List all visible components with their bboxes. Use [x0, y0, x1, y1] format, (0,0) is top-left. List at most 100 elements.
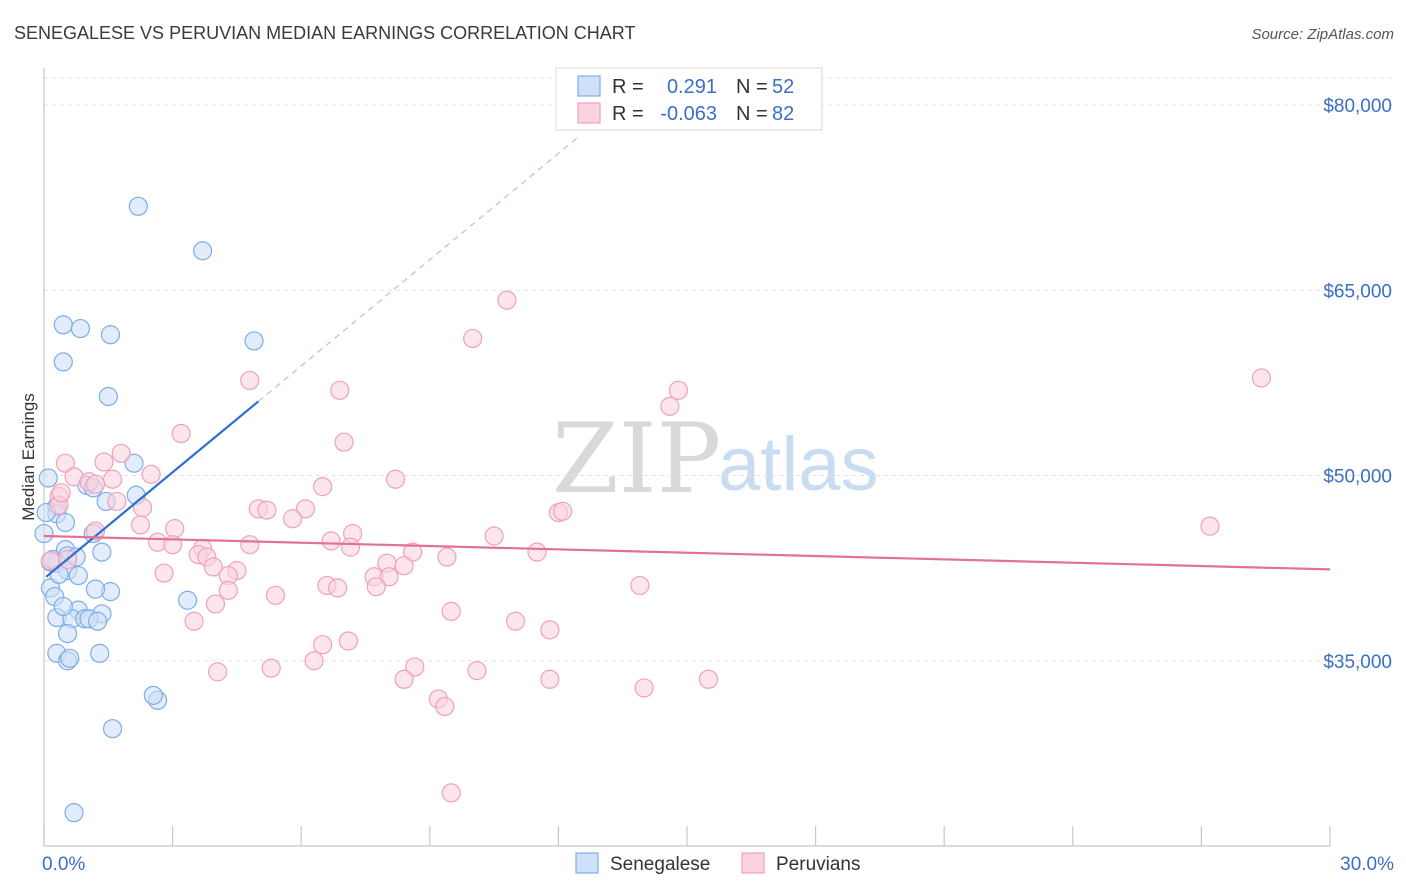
peruvians-trend-line — [43, 534, 1331, 571]
peruvians-r-value: -0.063 — [660, 103, 717, 125]
senegalese-point-21 — [92, 542, 112, 562]
peruvians-point-73 — [698, 669, 719, 689]
peruvians-point-61 — [441, 601, 461, 621]
peruvians-point-0 — [497, 290, 517, 310]
peruvians-point-76 — [435, 696, 455, 717]
y-tick-label-0: $35,000 — [1323, 652, 1392, 673]
x-tick-label-min: 0.0% — [42, 854, 85, 875]
peruvians-point-68 — [405, 657, 425, 677]
peruvians-point-56 — [366, 577, 386, 597]
peruvians-point-45 — [394, 556, 414, 576]
peruvians-points — [40, 290, 1272, 803]
senegalese-point-5 — [244, 331, 264, 351]
peruvians-point-40 — [403, 542, 423, 562]
peruvians-point-34 — [240, 535, 260, 555]
peruvians-point-25 — [283, 509, 303, 529]
peruvians-point-58 — [218, 580, 238, 600]
senegalese-swatch — [577, 75, 601, 97]
peruvians-point-32 — [85, 521, 106, 541]
peruvians-point-6 — [660, 396, 680, 416]
senegalese-point-16 — [55, 512, 76, 533]
peruvians-point-64 — [540, 620, 560, 640]
peruvians-point-24 — [295, 499, 316, 519]
senegalese-point-1 — [193, 241, 213, 261]
senegalese-point-40 — [60, 648, 80, 668]
chart-source: Source: ZipAtlas.com — [1251, 26, 1394, 43]
y-axis-label: Median Earnings — [19, 393, 38, 521]
peruvians-point-78 — [1200, 516, 1220, 536]
stats-legend: R = 0.291 N = 52 R = -0.063 N = 82 — [555, 67, 823, 131]
gridlines — [44, 77, 1392, 662]
peruvians-r-label: R = — [612, 103, 644, 125]
peruvians-point-80 — [102, 469, 123, 489]
peruvians-point-48 — [154, 563, 174, 583]
senegalese-point-4 — [100, 325, 121, 345]
y-tick-labels: $35,000 $50,000 $65,000 $80,000 — [1323, 96, 1392, 673]
peruvians-swatch — [577, 102, 601, 124]
watermark-zip: ZIP — [552, 403, 721, 515]
peruvians-point-41 — [527, 542, 547, 562]
senegalese-r-label: R = — [612, 76, 644, 98]
peruvians-point-52 — [379, 567, 399, 587]
senegalese-n-value: 52 — [772, 76, 794, 98]
y-tick-label-2: $65,000 — [1323, 281, 1392, 302]
senegalese-point-43 — [102, 719, 123, 739]
peruvians-point-71 — [394, 669, 414, 689]
peruvians-point-72 — [540, 669, 560, 689]
peruvians-point-60 — [205, 594, 226, 614]
peruvians-point-70 — [261, 658, 281, 678]
peruvians-point-7 — [171, 423, 191, 444]
senegalese-point-9 — [124, 453, 144, 473]
peruvians-point-5 — [668, 380, 689, 400]
y-tick-label-1: $50,000 — [1323, 467, 1392, 488]
senegalese-trend-extension — [257, 135, 581, 402]
senegalese-point-49 — [85, 579, 106, 599]
senegalese-point-0 — [128, 196, 148, 216]
peruvians-point-27 — [553, 501, 573, 521]
peruvians-point-14 — [385, 469, 406, 489]
legend-peruvians-swatch — [741, 852, 765, 874]
y-tick-label-3: $80,000 — [1323, 96, 1392, 117]
peruvians-point-29 — [165, 519, 185, 539]
peruvians-point-37 — [340, 537, 361, 557]
peruvians-point-66 — [313, 635, 333, 655]
peruvians-point-81 — [467, 661, 487, 681]
peruvians-point-69 — [208, 662, 228, 682]
senegalese-point-36 — [57, 623, 78, 644]
peruvians-point-42 — [437, 547, 457, 567]
senegalese-point-51 — [53, 596, 73, 617]
peruvians-point-1 — [463, 328, 483, 349]
legend-senegalese-label: Senegalese — [610, 854, 710, 875]
peruvians-n-label: N = — [736, 103, 768, 125]
peruvians-point-74 — [634, 678, 654, 698]
legend-senegalese-swatch — [575, 852, 599, 874]
senegalese-point-35 — [87, 611, 108, 631]
senegalese-r-value: 0.291 — [667, 76, 717, 98]
senegalese-point-25 — [68, 565, 88, 586]
peruvians-point-12 — [141, 464, 161, 484]
peruvians-point-17 — [313, 477, 333, 497]
peruvians-point-28 — [130, 515, 151, 535]
peruvians-point-62 — [184, 611, 204, 631]
peruvians-point-77 — [441, 783, 461, 803]
peruvians-point-16 — [85, 474, 106, 494]
peruvians-point-59 — [265, 585, 286, 605]
peruvians-point-31 — [484, 526, 504, 546]
senegalese-point-6 — [53, 352, 73, 372]
peruvians-point-57 — [630, 575, 650, 596]
watermark: ZIP atlas — [552, 403, 879, 515]
peruvians-point-79 — [51, 483, 71, 503]
peruvians-point-36 — [321, 531, 341, 551]
x-tick-label-max: 30.0% — [1340, 854, 1394, 875]
peruvians-point-23 — [257, 500, 277, 520]
peruvians-point-10 — [55, 453, 76, 473]
series-legend: Senegalese Peruvians — [575, 852, 861, 875]
peruvians-point-2 — [1251, 368, 1272, 388]
peruvians-point-20 — [107, 491, 127, 512]
senegalese-n-label: N = — [736, 76, 768, 98]
senegalese-point-3 — [70, 318, 91, 339]
legend-peruvians-label: Peruvians — [776, 854, 861, 875]
peruvians-point-11 — [94, 452, 114, 472]
senegalese-point-7 — [98, 386, 118, 407]
trend-lines — [43, 135, 1331, 578]
